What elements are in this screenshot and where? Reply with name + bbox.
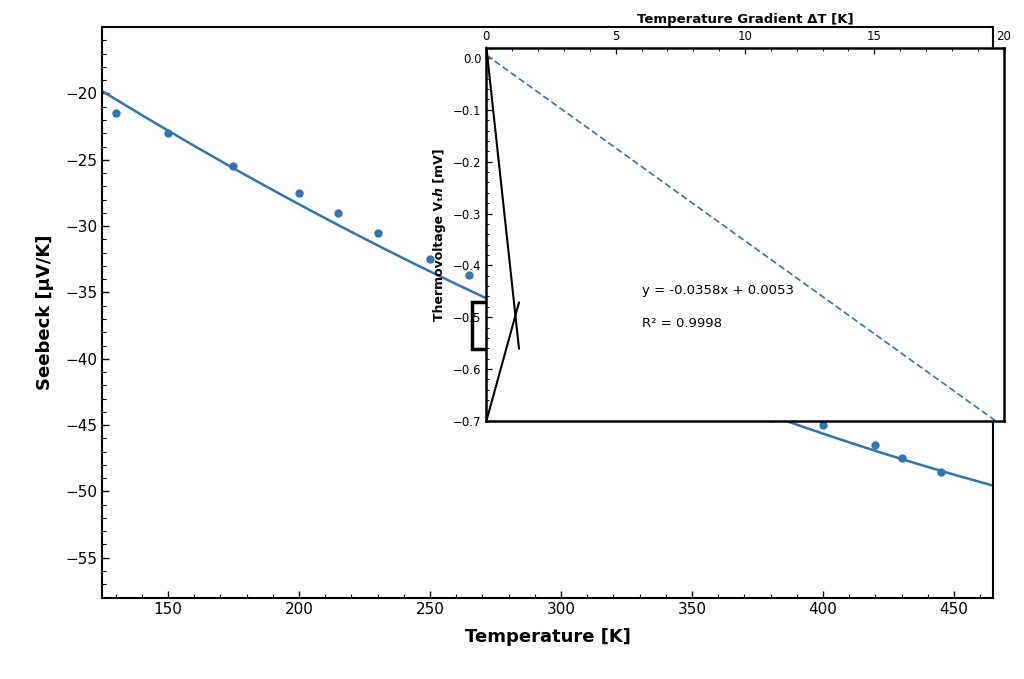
Text: y = -0.0358x + 0.0053: y = -0.0358x + 0.0053 (641, 284, 794, 297)
X-axis label: Temperature [K]: Temperature [K] (465, 629, 631, 646)
X-axis label: Temperature Gradient ΔT [K]: Temperature Gradient ΔT [K] (637, 13, 853, 26)
Y-axis label: Seebeck [µV/K]: Seebeck [µV/K] (36, 235, 54, 390)
Y-axis label: Thermovoltage Vₜℎ [mV]: Thermovoltage Vₜℎ [mV] (433, 148, 446, 320)
Text: R² = 0.9998: R² = 0.9998 (641, 317, 722, 331)
FancyBboxPatch shape (472, 302, 519, 349)
